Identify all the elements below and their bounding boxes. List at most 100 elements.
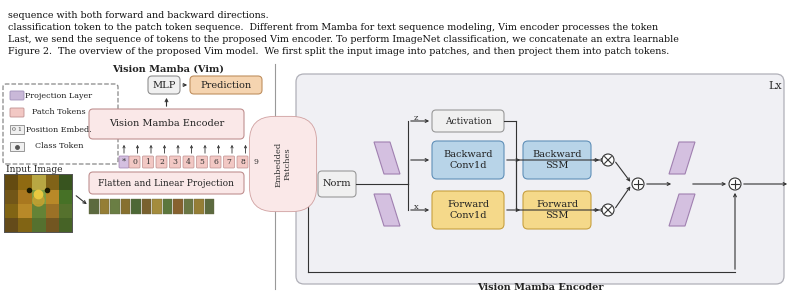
FancyBboxPatch shape [296,74,784,284]
FancyBboxPatch shape [223,156,234,168]
Bar [152,199,162,214]
FancyBboxPatch shape [129,156,140,168]
Circle shape [632,178,644,190]
FancyBboxPatch shape [10,108,24,117]
FancyBboxPatch shape [156,156,167,168]
Bar [4,174,18,190]
Text: Vision Mamba Encoder: Vision Mamba Encoder [477,283,603,293]
Polygon shape [669,142,695,174]
FancyBboxPatch shape [142,156,154,168]
Bar [32,204,46,218]
Text: Patch Tokens: Patch Tokens [32,108,86,116]
Bar [18,190,32,204]
FancyBboxPatch shape [237,156,248,168]
Text: 8: 8 [240,158,245,166]
Bar [18,174,32,190]
Bar [59,204,72,218]
FancyBboxPatch shape [210,156,221,168]
Bar [32,190,46,204]
FancyBboxPatch shape [432,141,504,179]
FancyBboxPatch shape [318,171,356,197]
Text: Forward
SSM: Forward SSM [536,200,578,220]
FancyBboxPatch shape [10,91,24,100]
FancyBboxPatch shape [148,76,180,94]
Text: sequence with both forward and backward directions.: sequence with both forward and backward … [8,11,269,20]
FancyBboxPatch shape [523,141,591,179]
Bar [46,204,59,218]
Bar [18,204,32,218]
Bar [110,199,119,214]
Text: Backward
SSM: Backward SSM [532,150,582,170]
Circle shape [729,178,741,190]
Text: 0 1: 0 1 [12,127,22,132]
Text: Flatten and Linear Projection: Flatten and Linear Projection [98,178,234,188]
FancyBboxPatch shape [432,191,504,229]
Bar [46,190,59,204]
Text: 3: 3 [173,158,178,166]
Text: Forward
Conv1d: Forward Conv1d [447,200,489,220]
Bar [194,199,203,214]
Text: 0: 0 [132,158,137,166]
Bar [121,199,130,214]
FancyBboxPatch shape [432,110,504,132]
FancyBboxPatch shape [170,156,181,168]
Text: 4: 4 [186,158,191,166]
Circle shape [602,154,614,166]
Text: Class Token: Class Token [34,143,83,151]
Bar [46,218,59,232]
Text: MLP: MLP [152,81,176,89]
Text: Projection Layer: Projection Layer [26,91,93,99]
Text: Figure 2.  The overview of the proposed Vim model.  We first split the input ima: Figure 2. The overview of the proposed V… [8,47,670,56]
Text: Last, we send the sequence of tokens to the proposed Vim encoder. To perform Ima: Last, we send the sequence of tokens to … [8,35,679,44]
Bar [142,199,151,214]
Text: x: x [414,203,418,211]
Text: Input Image: Input Image [6,165,62,173]
Text: Norm: Norm [322,180,351,188]
Bar [4,174,72,232]
Polygon shape [374,142,400,174]
Text: Backward
Conv1d: Backward Conv1d [443,150,493,170]
FancyBboxPatch shape [190,76,262,94]
Bar [4,204,18,218]
Bar [32,174,46,190]
Bar [99,199,109,214]
FancyBboxPatch shape [183,156,194,168]
Bar [32,218,46,232]
Text: 1: 1 [146,158,150,166]
Bar [18,218,32,232]
Polygon shape [374,194,400,226]
Text: classification token to the patch token sequence.  Different from Mamba for text: classification token to the patch token … [8,23,658,32]
FancyBboxPatch shape [197,156,207,168]
Bar [4,190,18,204]
Text: 9: 9 [254,158,258,166]
Bar [59,218,72,232]
Bar [10,125,24,134]
Text: 7: 7 [226,158,231,166]
Text: 5: 5 [199,158,205,166]
Text: Embedded
Patches: Embedded Patches [274,141,292,187]
FancyBboxPatch shape [89,172,244,194]
Bar [4,218,18,232]
Bar [4,174,72,232]
Text: 2: 2 [159,158,164,166]
Text: Lx: Lx [768,81,782,91]
Bar [162,199,172,214]
Bar [10,142,24,151]
Bar [131,199,141,214]
Bar [173,199,182,214]
Text: 6: 6 [213,158,218,166]
Circle shape [602,204,614,216]
Bar [46,174,59,190]
FancyBboxPatch shape [523,191,591,229]
Polygon shape [669,194,695,226]
Text: Position Embed.: Position Embed. [26,126,92,133]
FancyBboxPatch shape [89,109,244,139]
Bar [183,199,193,214]
Text: *: * [122,158,126,166]
FancyBboxPatch shape [119,156,129,168]
Bar [59,174,72,190]
Text: Activation: Activation [445,116,491,126]
Text: Prediction: Prediction [201,81,251,89]
Text: z: z [414,114,418,122]
Bar [59,190,72,204]
